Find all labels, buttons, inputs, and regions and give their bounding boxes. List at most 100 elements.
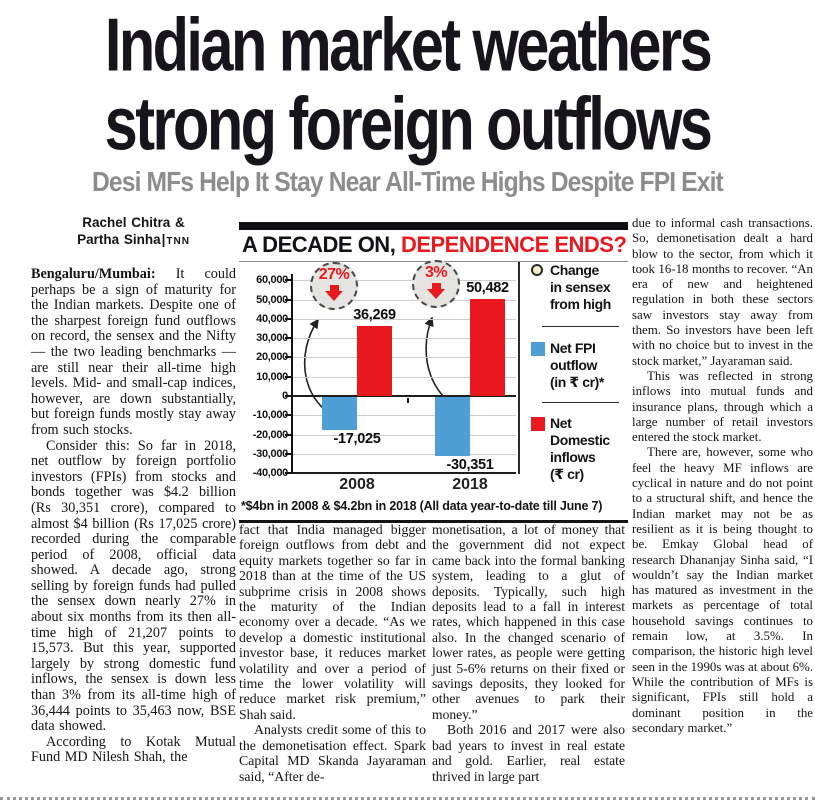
sensex-change-percent: 3% (424, 264, 448, 281)
gridline-60000 (293, 280, 516, 282)
paragraph: Bengaluru/Mumbai: It could perhaps be a … (31, 266, 236, 439)
gridline-0 (293, 395, 516, 397)
legend-item-divider (542, 402, 619, 403)
y-axis-tick-label: 0 (239, 390, 288, 402)
paragraph: Consider this: So far in 2018, net outfl… (31, 437, 236, 735)
gridline-30000 (293, 338, 516, 340)
legend-item-divider (542, 326, 619, 327)
down-arrow-icon (325, 291, 343, 301)
dateline: Bengaluru/Mumbai: (31, 266, 156, 282)
byline-agency: TNN (166, 236, 190, 247)
page-separator-dotted-rule (0, 797, 815, 800)
y-axis-tick-label: 60,000 (256, 274, 288, 287)
gridline-50000 (293, 299, 516, 301)
paragraph: monetisation, a lot of money that the go… (432, 522, 625, 722)
bar-fpi-2018 (435, 397, 470, 456)
bar-domestic-2018 (470, 298, 505, 396)
legend-item: Net FPI outflow (in ₹ cr)* (531, 340, 627, 391)
down-arrow-icon (329, 285, 339, 291)
legend-divider (518, 262, 520, 474)
down-arrow-icon (431, 283, 441, 289)
x-axis-label-2008: 2008 (339, 476, 375, 493)
x-axis-label-2018: 2018 (452, 476, 488, 493)
gridline-10000 (293, 376, 516, 378)
paragraph: Analysts credit some of this to the demo… (239, 722, 426, 784)
y-axis-line (291, 274, 293, 474)
paragraph: This was reflected in strong inflows int… (632, 368, 813, 445)
paragraph: According to Kotak Mutual Fund MD Nilesh… (31, 733, 236, 766)
y-axis-tick-label: 20,000 (256, 351, 288, 364)
paragraph: fact that India managed bigger foreign o… (239, 522, 426, 722)
bar-value-label: 50,482 (466, 279, 509, 296)
paragraph: due to informal cash transactions. So, d… (632, 216, 813, 368)
y-axis-tick-label: 50,000 (256, 293, 288, 306)
chart-bottom-rule (239, 520, 628, 523)
byline-pipe: | (161, 232, 166, 247)
gridline--20000 (293, 434, 516, 436)
y-axis-tick-label: -20,000 (252, 428, 289, 441)
headline-line-2: strong foreign outflows (104, 82, 713, 166)
byline-authors-line1: Rachel Chitra & (82, 215, 185, 230)
x-axis-tick (407, 398, 409, 403)
y-axis-tick (285, 452, 291, 455)
legend-square-marker (531, 342, 545, 356)
chart-title-accent: DEPENDENCE ENDS? (400, 232, 627, 257)
article-headline: Indian market weathers strong foreign ou… (0, 3, 815, 166)
sensex-change-annotation-2018: 3% (412, 260, 460, 308)
paragraph: Both 2016 and 2017 were also bad years t… (432, 722, 625, 784)
bar-value-label: -30,351 (446, 456, 494, 473)
legend-square-marker (531, 417, 545, 431)
gridline--30000 (293, 453, 516, 455)
chart-title: A DECADE ON, DEPENDENCE ENDS? (239, 230, 628, 262)
sensex-change-percent: 27% (318, 266, 350, 283)
y-axis-tick (285, 414, 291, 417)
sensex-change-annotation-2008: 27% (310, 262, 358, 310)
down-arrow-icon (427, 289, 445, 299)
headline-line-1: Indian market weathers (104, 3, 713, 87)
paragraph: There are, however, some who feel the he… (632, 445, 813, 735)
legend-circle-marker (531, 264, 543, 276)
bar-domestic-2008 (357, 326, 392, 396)
chart-footnote: *$4bn in 2008 & $4.2bn in 2018 (All data… (241, 499, 603, 513)
bar-value-label: 36,269 (353, 307, 396, 323)
y-axis-tick-label: -30,000 (252, 447, 289, 460)
y-axis-tick-label: 30,000 (256, 332, 288, 345)
legend-label: Change in sensex from high (550, 262, 611, 312)
y-axis-tick-label: -40,000 (252, 467, 289, 480)
y-axis-tick (285, 279, 291, 282)
legend-item: Change in sensex from high (531, 262, 627, 313)
y-axis-tick-label: 40,000 (256, 312, 288, 325)
y-axis-tick (285, 375, 291, 378)
chart-top-bar (239, 222, 628, 230)
byline-authors-line2: Partha Sinha|TNN (77, 232, 190, 247)
y-axis-tick (285, 395, 291, 397)
y-axis-tick (285, 337, 291, 340)
y-axis-tick (285, 317, 291, 320)
y-axis-tick-label: -10,000 (252, 409, 289, 422)
byline: Rachel Chitra & Partha Sinha|TNN (31, 214, 236, 250)
chart-module: A DECADE ON, DEPENDENCE ENDS? Change in s… (239, 222, 628, 523)
bar-fpi-2008 (322, 397, 357, 430)
y-axis-tick (285, 472, 291, 475)
legend-label: Net FPI outflow (in ₹ cr)* (550, 340, 604, 390)
legend-label: Net Domestic inflows (₹ cr) (550, 415, 610, 482)
legend-item: Net Domestic inflows (₹ cr) (531, 415, 627, 483)
article-column-3: monetisation, a lot of money that the go… (432, 522, 625, 784)
y-axis-tick (285, 433, 291, 436)
bar-chart: Change in sensex from high Net FPI outflow (i… (239, 260, 628, 494)
paragraph-text: It could perhaps be a sign of maturity f… (31, 266, 236, 438)
gridline--40000 (293, 472, 516, 475)
article-subheadline: Desi MFs Help It Stay Near All-Time High… (0, 166, 815, 198)
y-axis-tick-label: 10,000 (256, 370, 288, 383)
article-column-4: due to informal cash transactions. So, d… (632, 216, 813, 736)
gridline--10000 (293, 415, 516, 417)
y-axis-tick (285, 356, 291, 359)
y-axis-tick (285, 298, 291, 301)
article-column-2: fact that India managed bigger foreign o… (239, 522, 426, 784)
article-column-1: Rachel Chitra & Partha Sinha|TNN Bengalu… (31, 214, 236, 766)
subheadline-text: Desi MFs Help It Stay Near All-Time High… (92, 166, 724, 197)
gridline-40000 (293, 318, 516, 320)
bar-value-label: -17,025 (333, 430, 381, 447)
gridline-20000 (293, 357, 516, 359)
